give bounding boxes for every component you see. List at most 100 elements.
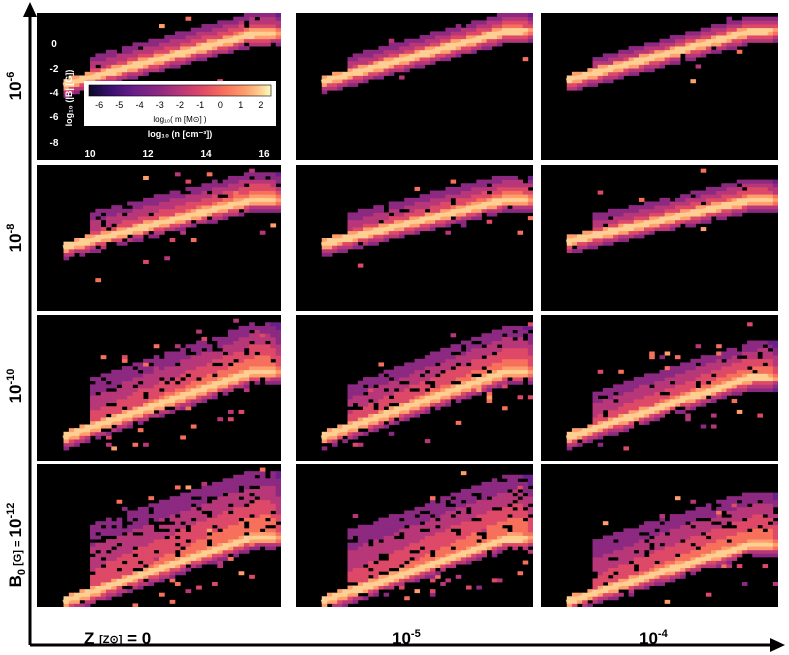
heatmap-cell bbox=[429, 223, 436, 228]
heatmap-cell bbox=[368, 227, 374, 232]
heatmap-cell bbox=[201, 380, 208, 385]
heatmap-cell bbox=[254, 201, 261, 206]
heatmap-cell bbox=[757, 388, 763, 393]
heatmap-cell bbox=[196, 205, 202, 210]
heatmap-cell bbox=[476, 391, 482, 396]
heatmap-cell bbox=[726, 38, 733, 43]
heatmap-cell bbox=[404, 68, 410, 73]
heatmap-cell bbox=[471, 391, 477, 396]
heatmap-cell bbox=[174, 201, 181, 206]
heatmap-cell bbox=[527, 355, 533, 360]
heatmap-cell bbox=[217, 358, 224, 363]
heatmap-cell bbox=[602, 60, 609, 65]
heatmap-cell bbox=[137, 528, 144, 533]
heatmap-cell bbox=[435, 535, 441, 540]
heatmap-cell bbox=[716, 46, 722, 51]
heatmap-cell bbox=[772, 388, 778, 393]
heatmap-cell bbox=[148, 68, 155, 73]
heatmap-cell bbox=[169, 539, 176, 544]
heatmap-cell bbox=[471, 539, 477, 544]
heatmap-cell bbox=[243, 46, 250, 51]
heatmap-cell bbox=[527, 358, 533, 363]
heatmap-cell bbox=[741, 179, 748, 184]
heatmap-cell bbox=[460, 340, 467, 345]
heatmap-cell bbox=[613, 208, 619, 213]
heatmap-cell bbox=[393, 46, 400, 51]
heatmap-cell bbox=[180, 194, 186, 199]
heatmap-cell bbox=[378, 377, 384, 382]
heatmap-cell bbox=[164, 539, 170, 544]
heatmap-cell bbox=[357, 549, 364, 554]
heatmap-cell bbox=[747, 340, 753, 345]
heatmap-cell bbox=[105, 49, 112, 54]
heatmap-cell bbox=[440, 223, 446, 228]
heatmap-cell bbox=[347, 227, 354, 232]
heatmap-cell bbox=[680, 402, 686, 407]
heatmap-cell bbox=[265, 20, 271, 25]
heatmap-cell bbox=[159, 42, 165, 47]
heatmap-cell bbox=[368, 564, 374, 569]
heatmap-cell bbox=[527, 366, 533, 371]
heatmap-cell bbox=[440, 205, 446, 210]
heatmap-cell bbox=[148, 369, 155, 374]
heatmap-cell bbox=[471, 347, 477, 352]
heatmap-cell bbox=[148, 60, 155, 65]
heatmap-cell bbox=[137, 234, 144, 239]
heatmap-cell bbox=[352, 230, 359, 235]
heatmap-cell bbox=[623, 238, 629, 243]
heatmap-cell bbox=[111, 380, 117, 385]
heatmap-cell bbox=[527, 24, 533, 29]
heatmap-cell bbox=[352, 60, 359, 65]
heatmap-cell bbox=[507, 175, 513, 180]
heatmap-cell bbox=[445, 549, 451, 554]
heatmap-cell bbox=[429, 556, 436, 561]
heatmap-cell bbox=[471, 201, 477, 206]
heatmap-cell bbox=[383, 581, 390, 586]
heatmap-cell bbox=[512, 362, 518, 367]
heatmap-cell bbox=[757, 201, 763, 206]
heatmap-cell bbox=[726, 42, 733, 47]
heatmap-cell bbox=[95, 377, 102, 382]
heatmap-cell bbox=[100, 68, 107, 73]
heatmap-cell bbox=[180, 201, 186, 206]
heatmap-cell bbox=[592, 212, 599, 217]
heatmap-cell bbox=[201, 546, 208, 551]
heatmap-cell bbox=[705, 201, 712, 206]
heatmap-cell bbox=[111, 384, 117, 389]
heatmap-cell bbox=[705, 35, 712, 40]
heatmap-cell bbox=[185, 60, 192, 65]
heatmap-cell bbox=[577, 234, 583, 239]
heatmap-cell bbox=[752, 362, 758, 367]
heatmap-cell bbox=[741, 16, 748, 21]
heatmap-cell bbox=[352, 409, 359, 414]
heatmap-cell bbox=[471, 186, 477, 191]
heatmap-cell bbox=[507, 24, 513, 29]
heatmap-cell bbox=[674, 366, 681, 371]
heatmap-cell bbox=[654, 388, 660, 393]
heatmap-cell bbox=[685, 377, 691, 382]
heatmap-cell bbox=[249, 201, 255, 206]
heatmap-cell bbox=[111, 585, 117, 590]
heatmap-cell bbox=[767, 362, 774, 367]
heatmap-cell bbox=[275, 528, 281, 533]
heatmap-cell bbox=[399, 409, 405, 414]
heatmap-cell bbox=[440, 402, 446, 407]
heatmap-cell bbox=[222, 46, 229, 51]
heatmap-cell bbox=[597, 409, 604, 414]
heatmap-cell bbox=[700, 194, 707, 199]
heatmap-cell bbox=[419, 35, 426, 40]
heatmap-cell bbox=[121, 581, 128, 586]
heatmap-cell bbox=[502, 377, 508, 382]
heatmap-cell bbox=[633, 398, 640, 403]
heatmap-cell bbox=[105, 60, 112, 65]
heatmap-cell bbox=[368, 531, 374, 536]
heatmap-cell bbox=[185, 549, 192, 554]
heatmap-cell bbox=[153, 546, 160, 551]
heatmap-cell bbox=[121, 567, 128, 572]
heatmap-cell bbox=[654, 60, 660, 65]
heatmap-cell bbox=[159, 514, 165, 519]
heatmap-cell bbox=[212, 53, 218, 58]
heatmap-cell bbox=[399, 567, 405, 572]
heatmap-cell bbox=[440, 499, 446, 504]
